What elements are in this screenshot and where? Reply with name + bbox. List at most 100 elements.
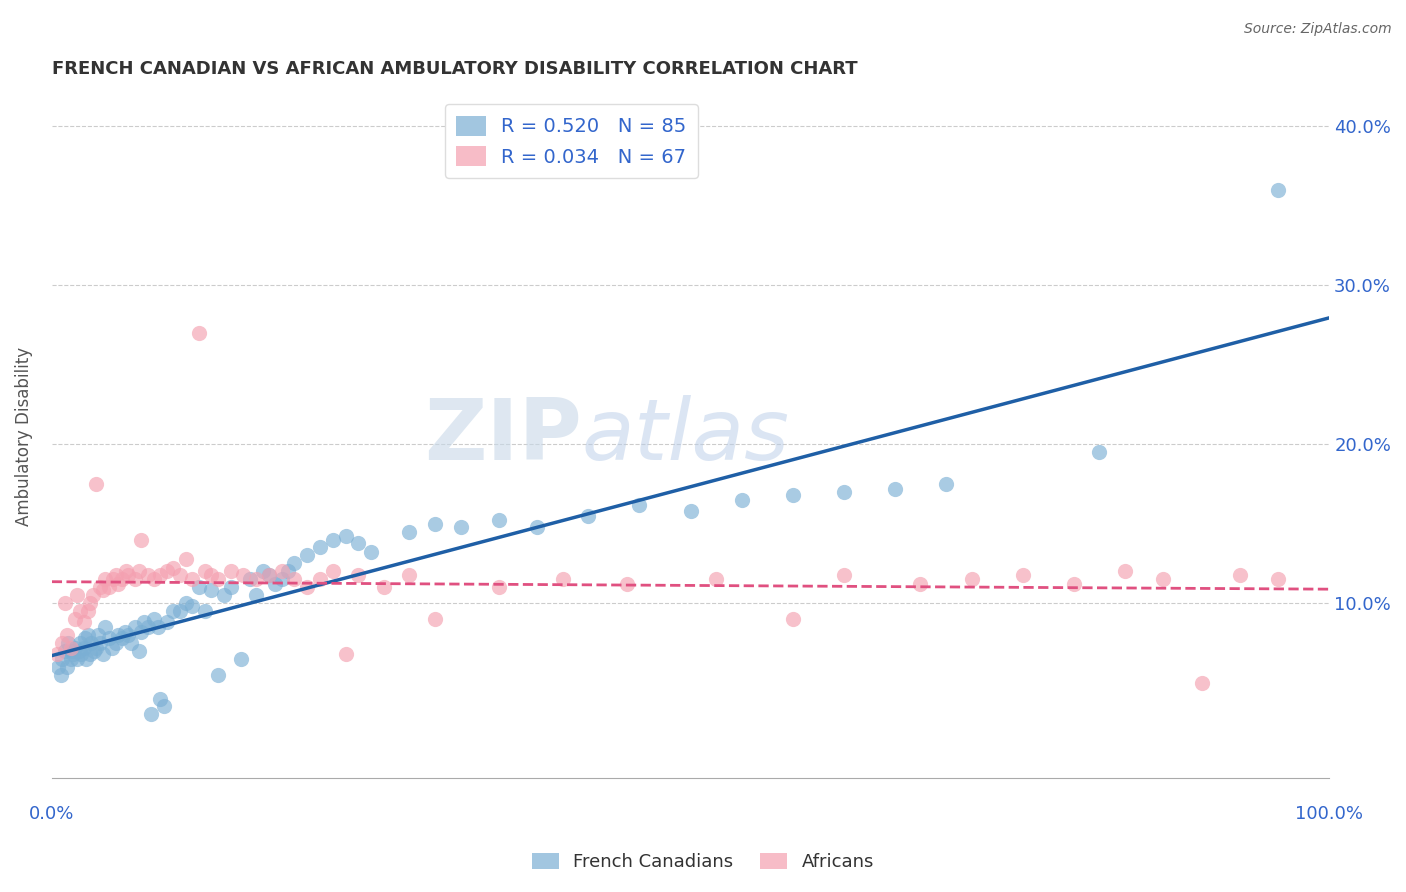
Point (117, 628, 139, 642)
Point (450, 520, 472, 534)
Point (87, 628, 110, 642)
Point (212, 588, 235, 602)
Point (73, 615, 96, 630)
Text: atlas: atlas (582, 395, 790, 478)
Point (98, 631, 121, 645)
Point (162, 604, 184, 618)
Point (141, 707, 163, 722)
Point (219, 580, 242, 594)
Point (156, 615, 179, 630)
Point (149, 567, 172, 582)
Point (70, 647, 93, 661)
Point (51, 652, 73, 666)
Point (245, 588, 267, 602)
Text: ZIP: ZIP (425, 395, 582, 478)
Point (309, 572, 332, 586)
Point (270, 565, 292, 579)
Point (526, 520, 548, 534)
Point (1011, 567, 1033, 582)
Point (67, 644, 90, 658)
Point (232, 567, 254, 582)
Point (910, 577, 932, 591)
Point (45, 647, 67, 661)
Point (322, 565, 344, 579)
Point (114, 624, 136, 639)
Point (883, 482, 905, 496)
Point (53, 596, 76, 610)
Point (309, 541, 332, 555)
Point (89, 636, 111, 650)
Point (104, 567, 127, 582)
Point (398, 524, 420, 539)
Point (704, 572, 727, 586)
Point (551, 572, 574, 586)
Point (360, 545, 382, 559)
Point (174, 596, 197, 610)
Point (1229, 567, 1251, 582)
Point (162, 561, 184, 575)
Point (63, 612, 86, 626)
Point (79, 647, 101, 661)
Point (115, 565, 138, 579)
Point (98, 580, 121, 594)
Point (730, 492, 752, 507)
Point (146, 620, 169, 634)
Point (111, 572, 134, 586)
Point (136, 620, 159, 634)
Point (66, 588, 89, 602)
Point (207, 572, 229, 586)
Point (91, 647, 114, 661)
Point (347, 567, 370, 582)
Point (423, 516, 446, 531)
Point (347, 535, 370, 549)
Point (782, 612, 804, 626)
Point (76, 628, 98, 642)
Point (181, 599, 204, 614)
Point (200, 567, 222, 582)
Point (935, 477, 957, 491)
Point (187, 326, 209, 340)
Point (107, 628, 129, 642)
Point (79, 596, 101, 610)
Point (398, 567, 420, 582)
Point (128, 644, 150, 658)
Point (252, 565, 274, 579)
Point (174, 551, 197, 566)
Point (120, 636, 142, 650)
Point (117, 567, 139, 582)
Point (335, 529, 357, 543)
Point (124, 572, 146, 586)
Point (488, 513, 510, 527)
Point (59, 652, 82, 666)
Point (89, 580, 111, 594)
Point (128, 565, 150, 579)
Point (297, 580, 319, 594)
Point (194, 565, 217, 579)
Point (86, 640, 108, 655)
Point (283, 557, 305, 571)
Point (219, 565, 242, 579)
Point (488, 580, 510, 594)
Point (1191, 675, 1213, 690)
Point (335, 647, 357, 661)
Point (628, 498, 651, 512)
Point (194, 604, 217, 618)
Point (270, 572, 292, 586)
Point (322, 533, 344, 547)
Legend: French Canadians, Africans: French Canadians, Africans (524, 846, 882, 879)
Point (229, 652, 252, 666)
Point (576, 508, 599, 523)
Point (679, 504, 702, 518)
Point (82, 588, 104, 602)
Point (49, 667, 72, 681)
Point (80, 636, 103, 650)
Point (129, 624, 152, 639)
Point (53, 644, 76, 658)
Point (56, 659, 79, 673)
Point (63, 640, 86, 655)
Point (207, 667, 229, 681)
Point (277, 565, 299, 579)
Point (94, 572, 117, 586)
Point (124, 620, 146, 634)
Point (181, 572, 204, 586)
